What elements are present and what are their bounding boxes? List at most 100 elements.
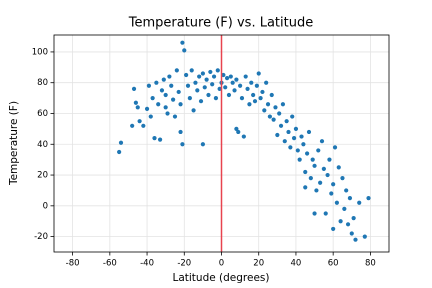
point xyxy=(273,105,278,110)
x-tick-label: 0 xyxy=(219,259,224,269)
point xyxy=(295,148,300,153)
point xyxy=(117,149,122,155)
point xyxy=(152,136,157,141)
y-tick-label: 60 xyxy=(37,109,48,119)
point xyxy=(165,111,170,116)
point xyxy=(171,97,176,102)
point xyxy=(239,95,245,101)
point xyxy=(161,77,166,82)
point xyxy=(178,102,183,107)
point xyxy=(331,226,336,232)
point xyxy=(318,180,323,185)
point xyxy=(189,68,194,73)
point xyxy=(137,119,142,124)
point xyxy=(291,136,297,141)
point xyxy=(172,114,178,119)
point xyxy=(262,108,267,113)
point xyxy=(206,92,211,98)
point xyxy=(249,80,254,85)
x-tick-label: 80 xyxy=(365,259,376,269)
point xyxy=(297,157,302,162)
y-tick-label: 100 xyxy=(32,47,48,57)
point xyxy=(148,114,153,119)
point xyxy=(230,80,235,85)
point xyxy=(213,95,219,101)
point xyxy=(321,166,326,171)
point xyxy=(338,219,343,224)
point xyxy=(141,123,146,128)
point xyxy=(159,88,165,93)
x-tick-label: -80 xyxy=(66,259,80,269)
point xyxy=(135,105,140,110)
point xyxy=(252,99,258,104)
point xyxy=(267,114,272,119)
point xyxy=(224,75,230,81)
point xyxy=(234,77,239,82)
point xyxy=(167,74,172,79)
point xyxy=(232,88,237,93)
point xyxy=(180,142,185,147)
point xyxy=(334,200,339,205)
point xyxy=(275,132,280,138)
point xyxy=(301,142,306,147)
point xyxy=(290,114,295,119)
point xyxy=(144,106,150,111)
point xyxy=(176,89,181,95)
point xyxy=(228,74,233,79)
point xyxy=(260,89,265,95)
point xyxy=(323,211,328,216)
point xyxy=(130,123,135,128)
point xyxy=(314,188,319,193)
point xyxy=(118,140,124,145)
point xyxy=(174,68,179,73)
point xyxy=(184,72,189,78)
point xyxy=(215,68,220,73)
point xyxy=(243,74,248,79)
point xyxy=(156,102,161,107)
point xyxy=(303,185,308,190)
point xyxy=(265,102,271,107)
point xyxy=(198,99,204,104)
point xyxy=(258,95,263,101)
point xyxy=(299,134,304,139)
point xyxy=(163,92,168,98)
x-tick-label: 20 xyxy=(253,259,264,269)
point xyxy=(316,148,321,153)
plot-frame xyxy=(53,34,390,253)
point xyxy=(251,92,256,98)
point xyxy=(236,129,241,135)
point xyxy=(310,157,315,162)
point xyxy=(217,86,222,91)
x-tick-label: -20 xyxy=(177,259,191,269)
point xyxy=(308,176,313,181)
point xyxy=(154,80,159,85)
point xyxy=(340,176,345,181)
point xyxy=(226,92,232,98)
point xyxy=(353,237,358,242)
point xyxy=(344,188,349,193)
point xyxy=(197,74,202,79)
point xyxy=(210,82,215,87)
y-tick-label: 40 xyxy=(37,140,48,150)
point xyxy=(280,102,286,107)
point xyxy=(191,108,196,113)
point xyxy=(357,200,362,205)
y-tick-label: 0 xyxy=(43,201,48,211)
point xyxy=(200,71,205,76)
point xyxy=(293,126,299,131)
point xyxy=(241,134,246,139)
x-tick-label: 60 xyxy=(328,259,339,269)
point xyxy=(325,172,330,178)
point xyxy=(351,216,356,221)
y-axis-label: Temperature (F) xyxy=(8,101,20,186)
point xyxy=(312,163,317,168)
chart-title: Temperature (F) vs. Latitude xyxy=(128,16,313,31)
point xyxy=(269,92,274,98)
point xyxy=(345,222,351,227)
point xyxy=(282,139,287,144)
point xyxy=(187,95,192,101)
point xyxy=(286,129,291,135)
point xyxy=(254,83,259,88)
point xyxy=(327,157,332,162)
